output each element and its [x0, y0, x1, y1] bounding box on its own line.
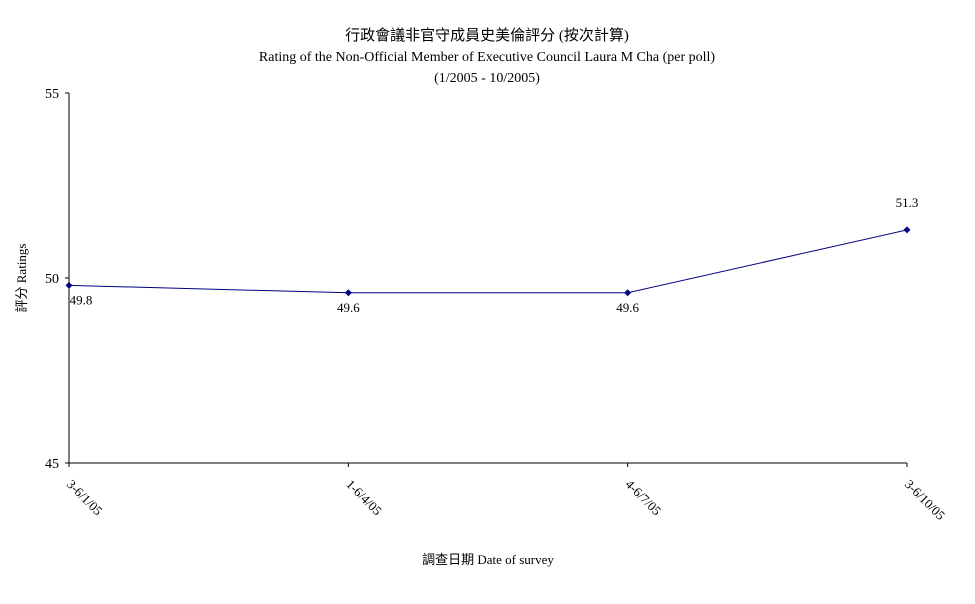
y-tick-label: 50 — [45, 272, 59, 287]
data-label: 49.6 — [337, 300, 360, 315]
series-line — [68, 229, 908, 294]
chart-subtitle-range: (1/2005 - 10/2005) — [434, 71, 540, 86]
data-point — [65, 281, 73, 289]
chart-title: 行政會議非官守成員史美倫評分 (按次計算) — [345, 26, 629, 44]
data-label: 49.8 — [70, 292, 93, 307]
x-tick-label: 1-6/4/05 — [343, 477, 385, 519]
y-tick-label: 45 — [45, 457, 59, 472]
x-tick-label: 3-6/10/05 — [902, 477, 948, 523]
x-axis-label: 調查日期 Date of survey — [422, 552, 554, 567]
data-point — [344, 289, 352, 297]
y-axis-label: 評分 Ratings — [14, 244, 29, 313]
chart-subtitle: Rating of the Non-Official Member of Exe… — [259, 50, 716, 65]
data-label: 49.6 — [616, 300, 639, 315]
x-tick-label: 4-6/7/05 — [623, 477, 665, 519]
data-point — [903, 226, 911, 234]
x-tick-label: 3-6/1/05 — [64, 477, 106, 519]
data-point — [624, 289, 632, 297]
y-tick-label: 55 — [45, 87, 59, 102]
data-label: 51.3 — [896, 195, 919, 210]
